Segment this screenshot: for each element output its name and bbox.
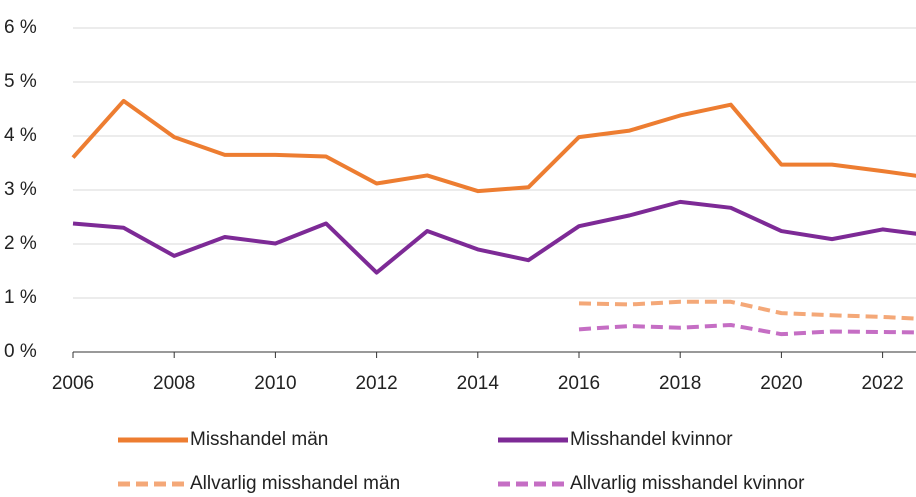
y-tick-label: 6 % [4, 17, 37, 38]
x-tick-label: 2022 [861, 373, 903, 394]
y-tick-label: 4 % [4, 125, 37, 146]
legend-label: Misshandel kvinnor [570, 429, 733, 450]
x-tick-label: 2016 [558, 373, 600, 394]
plot-area [71, 27, 916, 358]
x-tick-label: 2012 [355, 373, 397, 394]
x-tick-label: 2008 [153, 373, 195, 394]
x-tick-label: 2010 [254, 373, 296, 394]
series-line [578, 299, 916, 321]
x-tick-label: 2006 [52, 373, 94, 394]
y-tick-label: 2 % [4, 233, 37, 254]
legend-label: Misshandel män [190, 429, 328, 450]
x-tick-label: 2018 [659, 373, 701, 394]
x-tick-label: 2020 [760, 373, 802, 394]
y-tick-label: 3 % [4, 179, 37, 200]
legend-label: Allvarlig misshandel kvinnor [570, 473, 805, 494]
y-tick-label: 0 % [4, 341, 37, 362]
legend-label: Allvarlig misshandel män [190, 473, 400, 494]
y-tick-label: 1 % [4, 287, 37, 308]
y-tick-label: 5 % [4, 71, 37, 92]
x-tick-label: 2014 [457, 373, 500, 394]
series-line [578, 323, 916, 337]
series-line [71, 98, 916, 194]
series-line [72, 199, 916, 275]
